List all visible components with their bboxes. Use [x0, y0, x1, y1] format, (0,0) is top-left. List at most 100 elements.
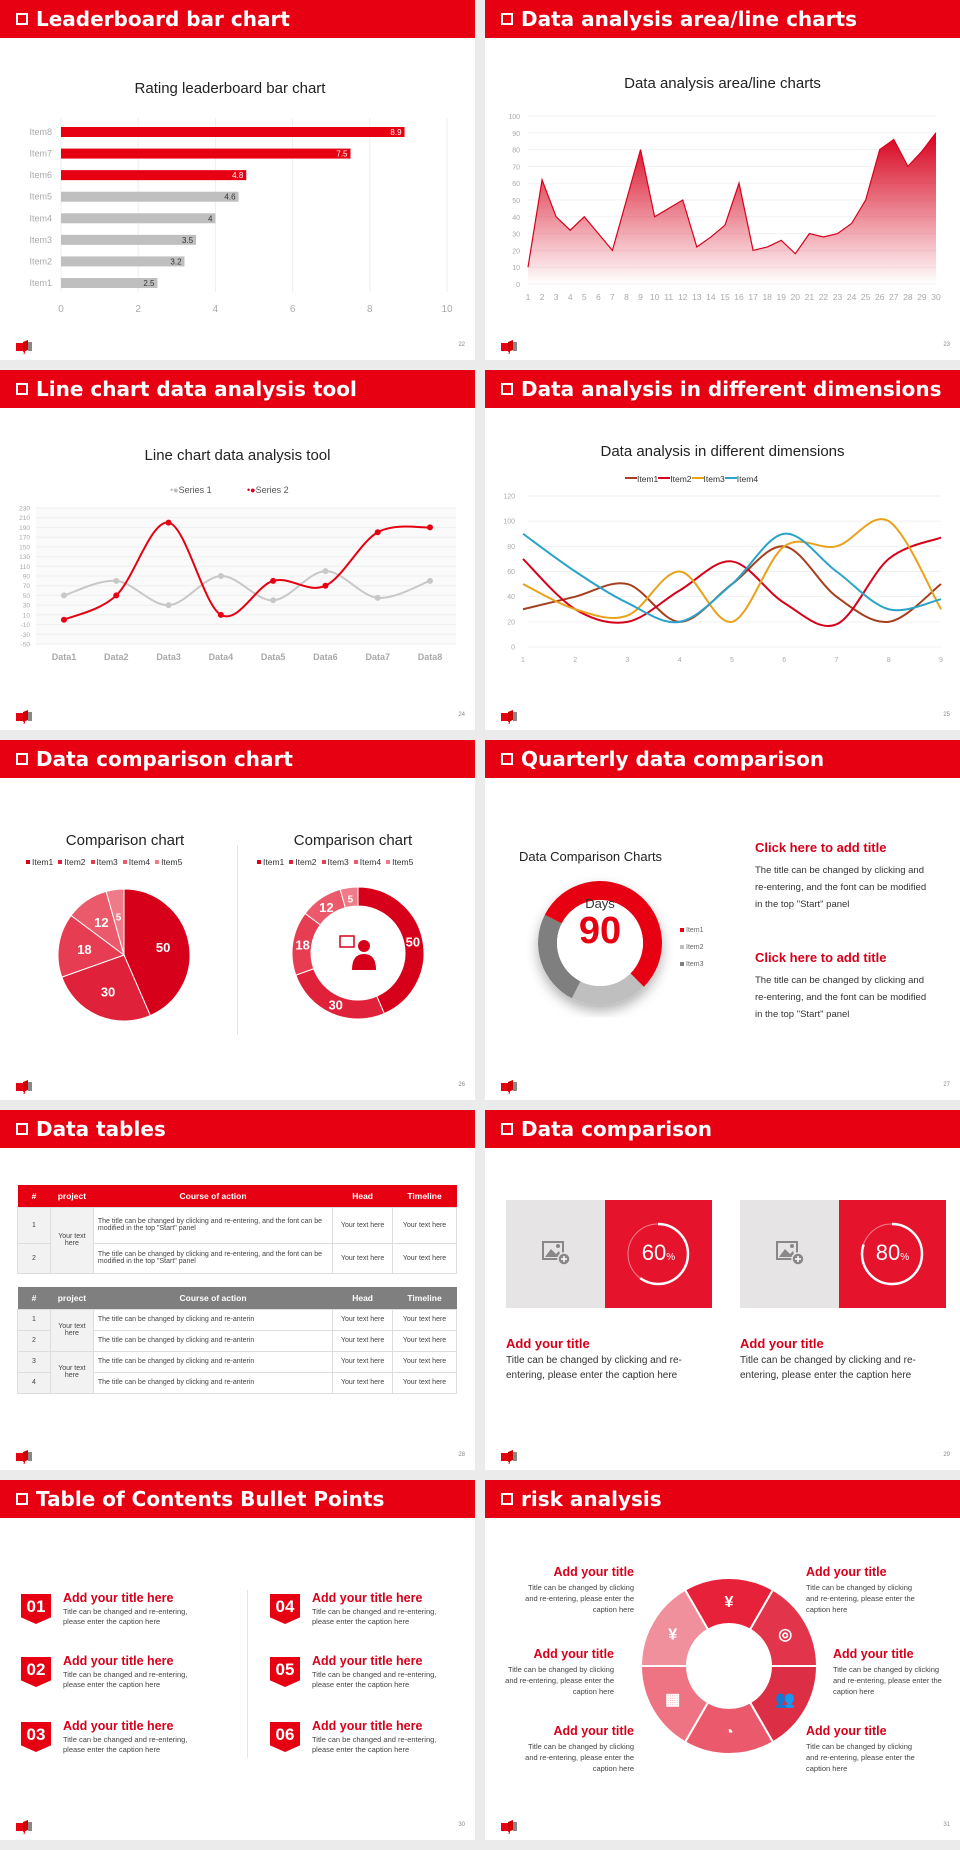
legend-swatch [680, 945, 684, 949]
item-title[interactable]: Add your title here [312, 1654, 423, 1668]
item-text: Title can be changed and re-entering, pl… [312, 1735, 437, 1754]
tick-label: 90 [512, 131, 520, 138]
legend-swatch [386, 860, 391, 864]
tick-label: 10 [512, 265, 520, 272]
table-row: 3 Your text here The title can be changed … [17, 1350, 457, 1394]
item-title[interactable]: Add your title here [312, 1719, 423, 1733]
legend-swatch [257, 860, 261, 864]
bar-chart: 0 2 4 6 8 10 Item1 2.5 Item2 3.2 Item3 3.5 Item4 4 Ite… [29, 118, 453, 315]
tick-label: 0 [511, 645, 515, 652]
legend-swatch [155, 860, 160, 864]
tick-label: 9 [939, 657, 943, 664]
risk-title[interactable]: Add your title [806, 1565, 887, 1579]
area-fill [528, 132, 936, 284]
slide-title: Data comparison [521, 1117, 712, 1141]
square-bullet-icon [16, 13, 28, 25]
tick-label: Data8 [418, 652, 443, 662]
legend-item: Item5 [155, 857, 182, 867]
item-title[interactable]: Add your title here [63, 1591, 174, 1605]
data-point [61, 592, 67, 599]
legend-label: Item1 [686, 927, 704, 934]
data-point [165, 519, 172, 526]
col-header: project [50, 1185, 94, 1207]
legend-label: Item2 [670, 474, 692, 484]
col-header: Course of action [93, 1287, 333, 1309]
col-header: Timeline [392, 1287, 457, 1309]
legend-item: Item2 [680, 939, 704, 956]
tick-label: Data3 [156, 652, 181, 662]
risk-text: Title can be changed by clicking and re-… [525, 1742, 634, 1773]
slide-risk-analysis: risk analysis ¥ ◎ 👥 ◔ ▦ ¥ Add your title Title… [485, 1480, 960, 1840]
series-line [63, 521, 431, 621]
tick-label: 26 [875, 292, 885, 302]
tick-label: Data6 [313, 652, 338, 662]
table-row: 2 The title can be changed by clicking an… [17, 1242, 457, 1274]
bar [61, 278, 158, 288]
data-point [427, 524, 433, 531]
data-point [113, 592, 120, 599]
legend-item: Item3 [321, 857, 349, 867]
page-number: 28 [458, 1452, 465, 1458]
bar [61, 191, 239, 202]
square-bullet-icon [501, 753, 513, 765]
slide-header: Line chart data analysis tool [0, 370, 475, 408]
slide-quarterly: Quarterly data comparison Data Compariso… [485, 740, 960, 1100]
tick-label: -10 [21, 622, 31, 629]
logo-mark [501, 340, 517, 355]
page-number: 24 [458, 712, 465, 718]
tick-label: 170 [19, 535, 30, 542]
tick-label: 22 [819, 292, 829, 302]
donut-slice [538, 914, 581, 999]
item-title[interactable]: Add your title here [63, 1719, 174, 1733]
risk-text: Title can be changed by clicking and re-… [806, 1583, 915, 1614]
category-label: Item6 [29, 170, 52, 180]
item-title[interactable]: Add your title here [63, 1654, 174, 1668]
image-add-icon [542, 1241, 571, 1266]
col-header: # [17, 1185, 51, 1207]
page-number: 26 [458, 1082, 465, 1088]
tick-label: 210 [19, 515, 30, 522]
tick-label: 8 [624, 292, 629, 302]
risk-title[interactable]: Add your title [806, 1724, 887, 1738]
progress-value: 60% [641, 1240, 676, 1265]
cell: Your text here [332, 1329, 394, 1352]
tick-label: Data4 [209, 652, 234, 662]
image-placeholder[interactable] [506, 1200, 605, 1308]
risk-title[interactable]: Add your title [553, 1724, 634, 1738]
tick-label: 70 [512, 164, 520, 171]
image-placeholder[interactable] [740, 1200, 839, 1308]
tick-label: 29 [917, 292, 927, 302]
square-bullet-icon [501, 1493, 513, 1505]
page-number: 22 [458, 342, 465, 348]
cell: Your text here [49, 1308, 94, 1352]
number-badge: 01 [21, 1594, 51, 1624]
cell: The title can be changed by clicking and… [92, 1308, 334, 1331]
risk-title[interactable]: Add your title [553, 1565, 634, 1579]
bar [61, 127, 405, 137]
tick-label: 23 [833, 292, 843, 302]
slide-header: Table of Contents Bullet Points [0, 1480, 475, 1518]
tick-label: 12 [678, 292, 688, 302]
risk-title[interactable]: Add your title [533, 1647, 614, 1661]
tick-label: 150 [19, 544, 30, 551]
bar [61, 170, 247, 181]
category-label: Item3 [29, 235, 52, 245]
logo-icon [16, 340, 32, 355]
legend-label: Item3 [703, 474, 725, 484]
tick-label: 4 [213, 304, 219, 315]
logo-icon [501, 340, 517, 355]
category-label: Item7 [29, 149, 52, 159]
risk-title[interactable]: Add your title [833, 1647, 914, 1661]
legend-label: Series 2 [255, 485, 289, 495]
chart-title-left: Comparison chart [65, 832, 185, 849]
legend-label: Item5 [392, 857, 414, 867]
tick-label: 5 [730, 657, 734, 664]
logo-mark [501, 710, 517, 725]
legend-item: Item3 [680, 956, 704, 973]
image-add-icon [776, 1241, 805, 1266]
tick-label: 27 [889, 292, 899, 302]
cell: 2 [17, 1329, 51, 1352]
col-header: Timeline [392, 1185, 457, 1207]
item-title[interactable]: Add your title here [312, 1591, 423, 1605]
cell: Your text here [332, 1371, 394, 1394]
